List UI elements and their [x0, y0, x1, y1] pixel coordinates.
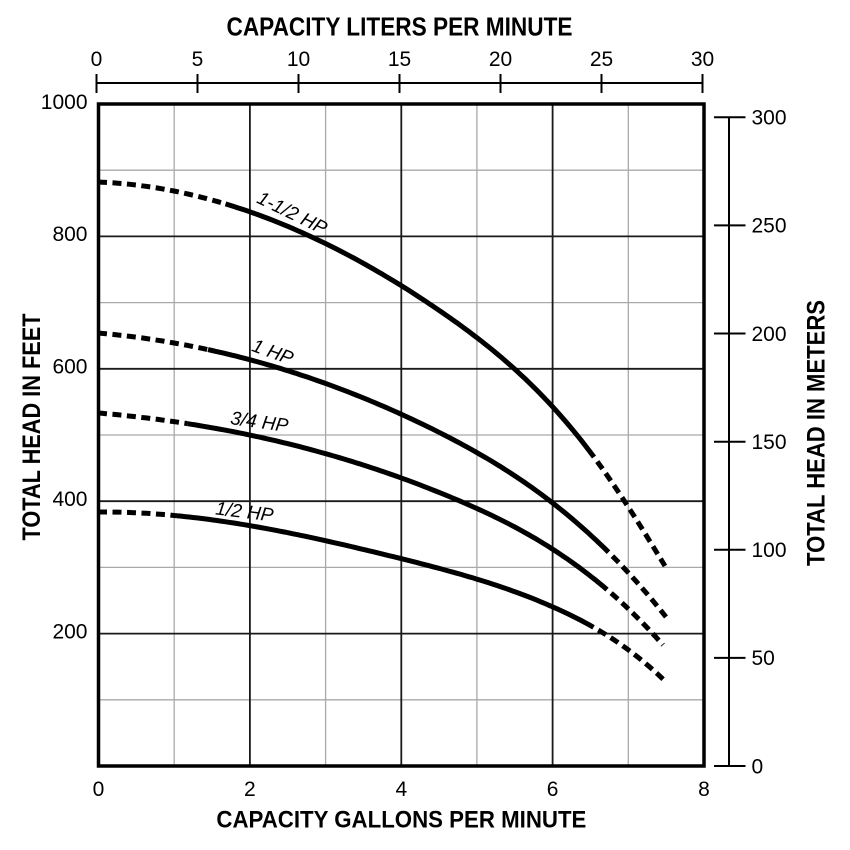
- svg-text:CAPACITY LITERS PER MINUTE: CAPACITY LITERS PER MINUTE: [227, 14, 573, 42]
- svg-text:0: 0: [752, 755, 764, 778]
- svg-text:5: 5: [192, 48, 204, 71]
- svg-text:15: 15: [388, 48, 411, 71]
- svg-text:4: 4: [395, 778, 407, 801]
- svg-text:1000: 1000: [41, 91, 88, 114]
- svg-text:200: 200: [752, 323, 787, 346]
- svg-text:0: 0: [93, 778, 105, 801]
- svg-text:TOTAL HEAD IN METERS: TOTAL HEAD IN METERS: [803, 300, 831, 566]
- svg-text:25: 25: [590, 48, 613, 71]
- svg-text:TOTAL HEAD IN FEET: TOTAL HEAD IN FEET: [18, 314, 46, 541]
- svg-text:30: 30: [691, 48, 714, 71]
- svg-text:600: 600: [52, 356, 87, 379]
- svg-text:800: 800: [52, 223, 87, 246]
- svg-text:250: 250: [752, 215, 787, 238]
- svg-text:300: 300: [752, 107, 787, 130]
- svg-text:400: 400: [52, 488, 87, 511]
- svg-text:100: 100: [752, 539, 787, 562]
- svg-text:6: 6: [547, 778, 559, 801]
- svg-text:0: 0: [91, 48, 103, 71]
- svg-text:10: 10: [287, 48, 310, 71]
- svg-text:150: 150: [752, 431, 787, 454]
- svg-text:CAPACITY GALLONS PER MINUTE: CAPACITY GALLONS PER MINUTE: [216, 807, 586, 834]
- svg-text:2: 2: [244, 778, 256, 801]
- svg-text:50: 50: [752, 647, 775, 670]
- svg-text:200: 200: [52, 620, 87, 643]
- svg-text:20: 20: [489, 48, 512, 71]
- svg-text:8: 8: [698, 778, 710, 801]
